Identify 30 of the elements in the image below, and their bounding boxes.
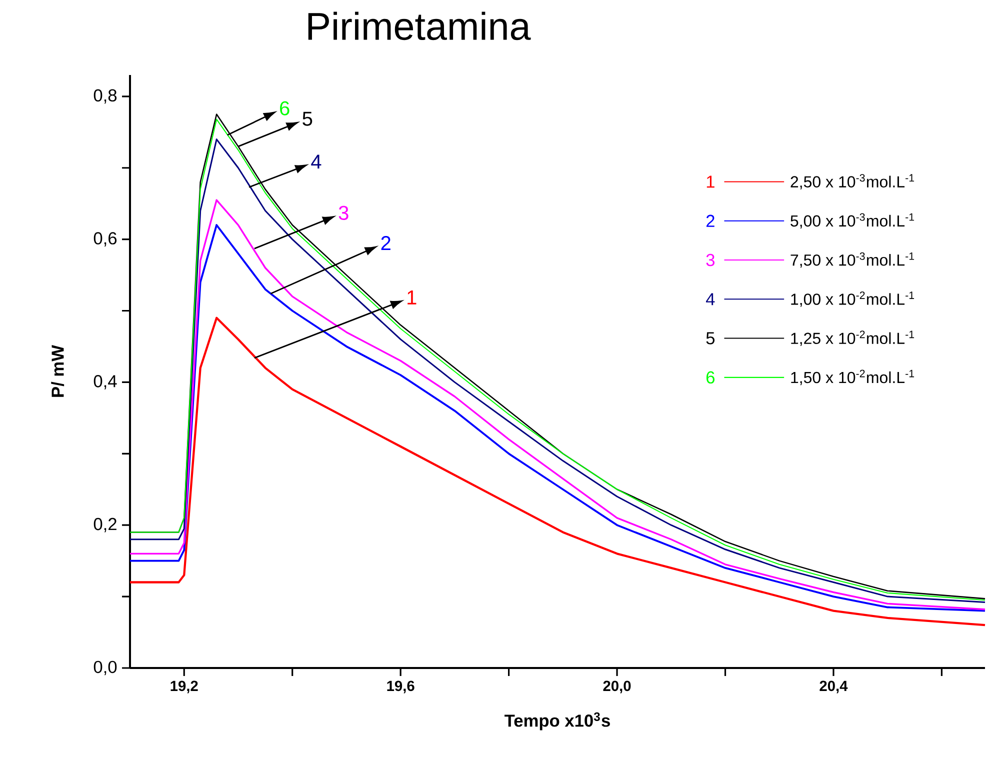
y-axis-title: P/ mW [51, 345, 64, 397]
annotation: 4 [311, 154, 322, 169]
x-tick-label: 20,0 [603, 680, 631, 694]
legend-label: 5,00 x 10$^{-3}$mol.L$^{-1}$ [790, 213, 914, 229]
legend-label: 1,50 x 10$^{-2}$mol.L$^{-1}$ [791, 370, 914, 386]
legend-label: 7,50 x 10$^{-3}$mol.L$^{-1}$ [790, 252, 914, 268]
legend-label: 2,50 x 10$^{-3}$mol.L$^{-1}$ [790, 174, 914, 190]
text: 4 [706, 293, 715, 306]
text: 3 [706, 254, 714, 266]
text: 2 [706, 214, 714, 227]
y-tick-label: 0,8 [94, 89, 117, 104]
x-tick-label: 19,2 [170, 680, 198, 694]
legend-label: 1,00 x 10$^{-2}$mol.L$^{-1}$ [791, 292, 914, 307]
y-tick-label: 0,4 [94, 375, 117, 390]
text: 6 [706, 371, 714, 384]
annotation: 5 [302, 112, 312, 126]
annotation: 6 [280, 101, 290, 116]
text: 5 [706, 332, 715, 344]
annotation: 1 [408, 290, 416, 304]
x-tick-label: 19,6 [387, 680, 414, 694]
legend-label: 1,25 x 10$^{-2}$mol.L$^{-1}$ [791, 330, 914, 346]
x-tick-label: 20,4 [820, 680, 848, 694]
y-tick-label: 0,6 [94, 232, 117, 246]
annotation: 3 [338, 206, 348, 220]
y-tick-label: 0,0 [94, 660, 117, 676]
x-axis-title: Tempo x10$^{3}$s [504, 712, 610, 730]
text: 1 [706, 176, 714, 188]
annotation: 2 [381, 236, 390, 250]
chart-title: Pirimetamina [308, 12, 531, 40]
y-tick-label: 0,2 [94, 518, 116, 532]
